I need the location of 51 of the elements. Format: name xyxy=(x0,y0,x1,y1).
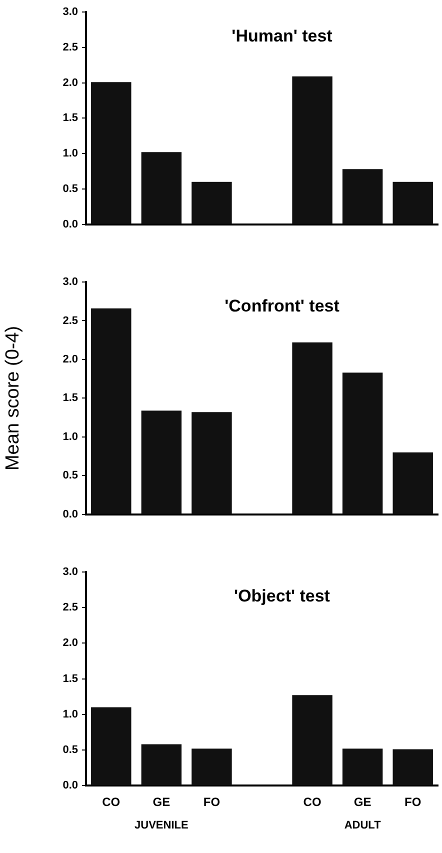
y-tick-label: 2.5 xyxy=(62,602,78,614)
x-tick-label: CO xyxy=(102,795,120,810)
bar xyxy=(292,342,332,514)
y-tick-label: 0.5 xyxy=(62,183,78,196)
bar xyxy=(141,744,182,786)
bar xyxy=(392,182,433,224)
y-tick-label: 0.0 xyxy=(62,780,78,792)
text: JUVENILE xyxy=(134,820,188,832)
bar xyxy=(192,412,232,514)
x-tick-label: GE xyxy=(152,795,170,810)
text: 'Object' test xyxy=(234,586,330,606)
y-tick-label: 1.5 xyxy=(62,112,78,124)
x-tick-label: CO xyxy=(303,795,322,810)
y-tick-label: 2.0 xyxy=(62,76,78,89)
bar xyxy=(192,182,232,224)
bar xyxy=(342,748,383,786)
x-tick-label: FO xyxy=(203,795,220,810)
text: ADULT xyxy=(344,820,382,832)
bar xyxy=(292,76,332,224)
bar xyxy=(292,695,332,786)
y-tick-label: 2.5 xyxy=(62,41,78,54)
y-tick-label: 0.0 xyxy=(62,218,78,230)
bar xyxy=(91,308,132,514)
bar xyxy=(392,452,433,514)
y-axis-title: Mean score (0-4) xyxy=(2,326,24,471)
y-tick-label: 0.0 xyxy=(62,508,78,520)
bar xyxy=(141,410,182,514)
y-tick-label: 3.0 xyxy=(62,6,78,18)
text: 'Human' test xyxy=(232,26,333,46)
y-tick-label: 2.5 xyxy=(62,314,78,327)
x-tick-label: FO xyxy=(404,795,422,810)
y-tick-label: 3.0 xyxy=(62,566,78,578)
x-tick-label: GE xyxy=(354,795,372,810)
bar xyxy=(342,169,383,224)
y-tick-label: 0.5 xyxy=(62,744,78,756)
y-tick-label: 1.0 xyxy=(62,430,78,443)
y-tick-label: 1.5 xyxy=(62,672,78,685)
y-tick-label: 0.5 xyxy=(62,470,78,482)
y-tick-label: 3.0 xyxy=(62,276,78,288)
bar xyxy=(192,748,232,786)
y-tick-label: 1.0 xyxy=(62,148,78,160)
y-tick-label: 2.0 xyxy=(62,637,78,650)
text: 'Confront' test xyxy=(224,296,340,316)
bar xyxy=(141,152,182,224)
y-tick-label: 1.0 xyxy=(62,708,78,720)
bar xyxy=(342,372,383,514)
bar xyxy=(392,749,433,786)
bar xyxy=(91,82,132,224)
y-tick-label: 2.0 xyxy=(62,354,78,366)
bar xyxy=(91,707,132,786)
y-tick-label: 1.5 xyxy=(62,392,78,404)
